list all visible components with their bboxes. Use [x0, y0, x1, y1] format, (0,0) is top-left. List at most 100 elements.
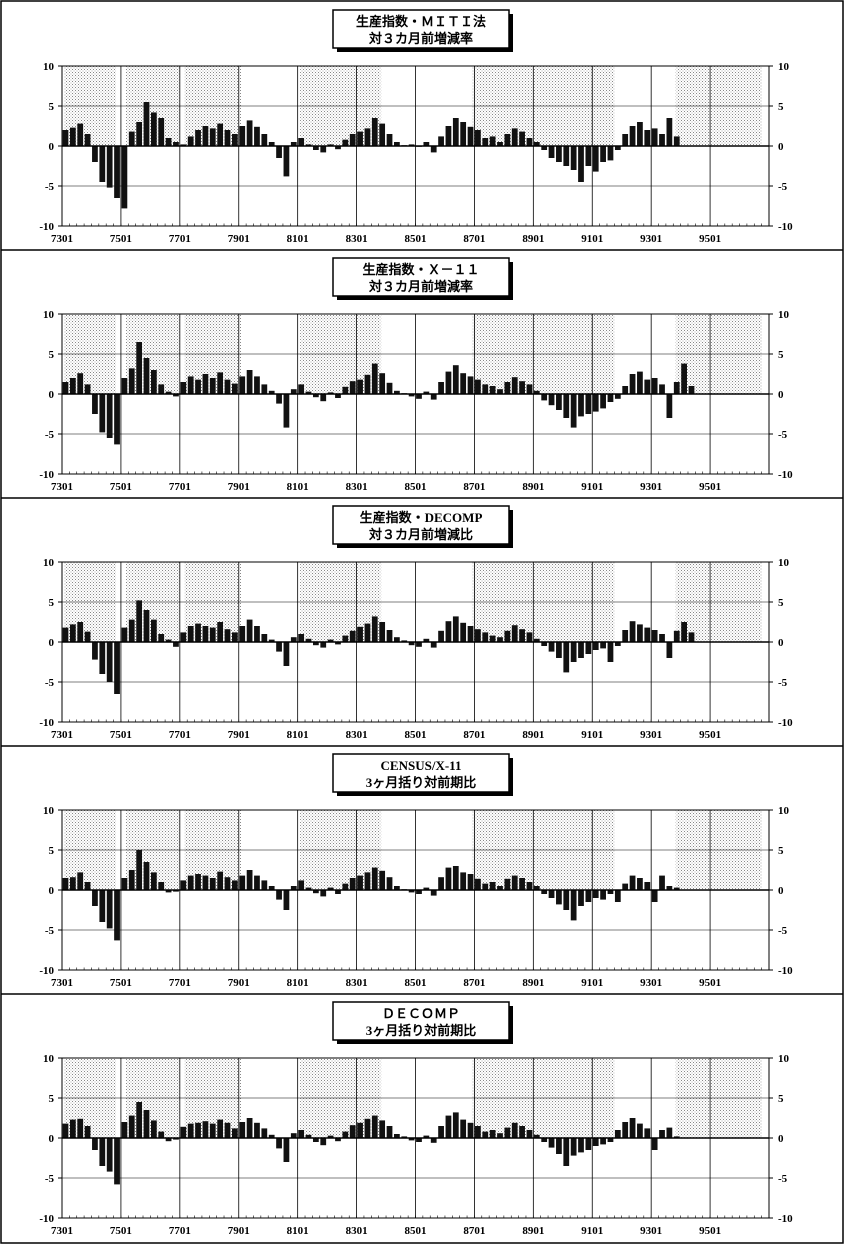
bar [84, 134, 91, 146]
bar [276, 890, 282, 900]
bar [475, 629, 481, 642]
bar [195, 623, 201, 642]
bar [511, 128, 518, 146]
bar [342, 635, 349, 642]
bar [92, 642, 98, 660]
bar [578, 1138, 584, 1153]
bar [165, 890, 172, 893]
bar [504, 134, 511, 146]
bar [173, 642, 179, 647]
bar [312, 890, 319, 894]
x-tick-label: 8901 [522, 977, 544, 989]
bar [673, 887, 680, 890]
bar [217, 622, 224, 642]
bar [62, 130, 69, 146]
bar [651, 128, 658, 146]
y-tick-label-left: 0 [49, 885, 55, 897]
bar [438, 630, 444, 642]
bar [195, 379, 201, 394]
y-tick-label-right: 0 [778, 1133, 784, 1145]
y-tick-label-left: -5 [45, 925, 55, 937]
y-tick-label-left: -10 [39, 469, 54, 481]
bar [673, 630, 680, 642]
bar [357, 1122, 363, 1138]
x-tick-label: 7501 [110, 1225, 132, 1237]
y-tick-label-left: 10 [43, 805, 55, 817]
title-box [332, 9, 510, 49]
x-tick-label: 8701 [463, 481, 485, 493]
bar [504, 1127, 511, 1138]
bar [482, 138, 489, 146]
bar [357, 875, 363, 890]
bar [121, 146, 128, 209]
bar [276, 394, 282, 404]
bar [77, 872, 84, 890]
bar [239, 1122, 246, 1138]
bar [504, 878, 511, 890]
bar [475, 379, 481, 394]
x-tick-label: 9501 [699, 977, 721, 989]
bar [298, 384, 305, 394]
bar [357, 131, 363, 146]
bar [349, 630, 356, 642]
bar [69, 877, 76, 890]
bar [467, 376, 474, 394]
bar [489, 386, 496, 394]
bar [128, 368, 135, 394]
bar [254, 376, 260, 394]
chart-subtitle: 対３カ月前増減率 [368, 31, 473, 46]
bar [114, 394, 120, 445]
bar [666, 394, 673, 418]
bar [312, 146, 319, 150]
bar [497, 886, 503, 890]
bar [386, 877, 393, 890]
x-tick-label: 9301 [640, 729, 662, 741]
x-tick-label: 8301 [346, 729, 368, 741]
bar [445, 126, 452, 146]
bar [150, 1120, 157, 1138]
bar [92, 394, 98, 414]
y-tick-label-left: 10 [43, 61, 55, 73]
bar [224, 1122, 231, 1138]
bar [548, 146, 555, 158]
bar [519, 629, 525, 642]
bar [445, 371, 452, 394]
x-tick-label: 8101 [287, 481, 309, 493]
bar [136, 850, 143, 890]
bar [136, 1102, 143, 1138]
bar [430, 642, 437, 648]
bar [673, 382, 680, 394]
x-tick-label: 8101 [287, 729, 309, 741]
bar [69, 127, 76, 146]
bar [423, 1135, 430, 1138]
bar [62, 878, 69, 890]
bar [497, 142, 503, 146]
x-tick-label: 8301 [346, 977, 368, 989]
x-tick-label: 8301 [346, 233, 368, 245]
bar [143, 1110, 150, 1138]
bar [268, 390, 275, 394]
bar [629, 126, 636, 146]
bar [438, 877, 444, 890]
bar [416, 642, 422, 647]
bar [114, 146, 120, 198]
bar [622, 1122, 629, 1138]
y-tick-label-left: -5 [45, 1173, 55, 1185]
bar [556, 1138, 562, 1154]
bar [622, 630, 629, 642]
bar [283, 146, 290, 177]
y-tick-label-left: 5 [49, 597, 55, 609]
bar [526, 138, 533, 146]
y-tick-label-left: -5 [45, 677, 55, 689]
x-tick-label: 8901 [522, 481, 544, 493]
x-tick-label: 8901 [522, 233, 544, 245]
bar [187, 875, 194, 890]
bar [180, 382, 187, 394]
bar [195, 874, 201, 890]
bar [408, 890, 415, 893]
bar [475, 130, 481, 146]
y-tick-label-left: 0 [49, 637, 55, 649]
